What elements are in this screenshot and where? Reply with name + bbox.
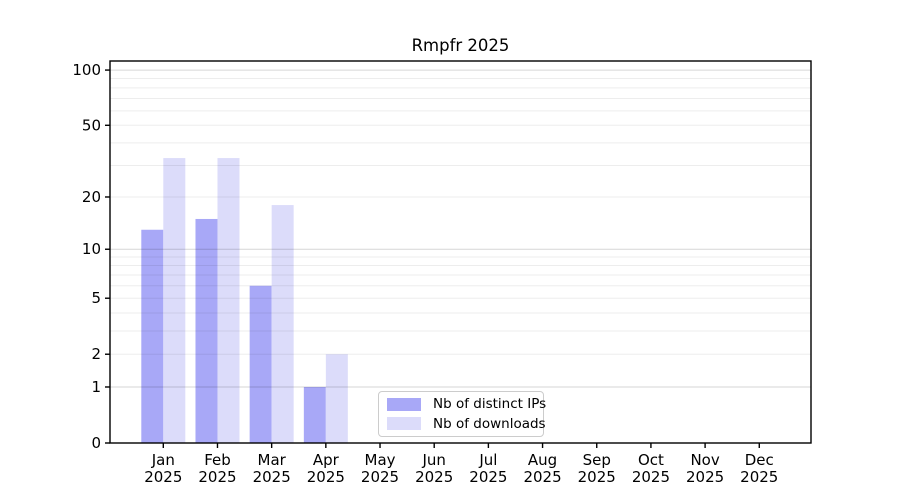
x-tick-label: 2025 bbox=[578, 468, 616, 486]
x-tick-label: Feb bbox=[204, 451, 231, 469]
x-tick-label: 2025 bbox=[198, 468, 236, 486]
bar-downloads-0 bbox=[163, 158, 186, 444]
bar-downloads-3 bbox=[325, 354, 348, 443]
x-tick-label: Apr bbox=[313, 451, 340, 469]
x-tick-label: 2025 bbox=[632, 468, 670, 486]
x-tick-label: 2025 bbox=[686, 468, 724, 486]
x-tick-label: 2025 bbox=[469, 468, 507, 486]
y-tick-label: 2 bbox=[91, 345, 101, 363]
x-tick-label: 2025 bbox=[523, 468, 561, 486]
x-tick-label: 2025 bbox=[740, 468, 778, 486]
legend-swatch-distinct-ips bbox=[387, 397, 421, 411]
x-tick-label: Sep bbox=[583, 451, 611, 469]
x-tick-label: Oct bbox=[638, 451, 664, 469]
legend-swatch-downloads bbox=[387, 417, 421, 431]
x-tick-label: Jun bbox=[421, 451, 445, 469]
bar-distinct-ips-1 bbox=[195, 218, 218, 443]
x-tick-label: 2025 bbox=[144, 468, 182, 486]
legend-item-distinct-ips: Nb of distinct IPs bbox=[379, 395, 547, 414]
y-tick-label: 100 bbox=[72, 61, 101, 79]
y-tick-label: 50 bbox=[82, 116, 101, 134]
chart-title: Rmpfr 2025 bbox=[411, 36, 510, 55]
legend-label-downloads: Nb of downloads bbox=[433, 415, 546, 432]
bar-distinct-ips-3 bbox=[303, 386, 326, 443]
x-tick-label: Mar bbox=[258, 451, 287, 469]
x-tick-label: 2025 bbox=[307, 468, 345, 486]
y-tick-label: 20 bbox=[82, 188, 101, 206]
y-tick-label: 0 bbox=[91, 434, 101, 452]
x-tick-label: Nov bbox=[690, 451, 719, 469]
legend: Nb of distinct IPs Nb of downloads bbox=[378, 391, 547, 437]
bar-distinct-ips-2 bbox=[249, 285, 272, 443]
y-tick-label: 5 bbox=[91, 289, 101, 307]
legend-label-distinct-ips: Nb of distinct IPs bbox=[433, 396, 547, 413]
x-tick-label: Dec bbox=[745, 451, 774, 469]
bar-downloads-1 bbox=[217, 158, 240, 444]
x-tick-label: 2025 bbox=[361, 468, 399, 486]
x-tick-label: Jan bbox=[151, 451, 175, 469]
plot-frame bbox=[109, 60, 812, 444]
y-tick-label: 1 bbox=[91, 378, 101, 396]
x-tick-label: Jul bbox=[478, 451, 497, 469]
x-tick-label: May bbox=[365, 451, 396, 469]
x-tick-label: 2025 bbox=[415, 468, 453, 486]
y-tick-label: 10 bbox=[82, 240, 101, 258]
legend-item-downloads: Nb of downloads bbox=[379, 414, 546, 433]
bar-distinct-ips-0 bbox=[141, 229, 164, 443]
bar-downloads-2 bbox=[271, 205, 294, 443]
x-tick-label: 2025 bbox=[253, 468, 291, 486]
x-tick-label: Aug bbox=[528, 451, 557, 469]
